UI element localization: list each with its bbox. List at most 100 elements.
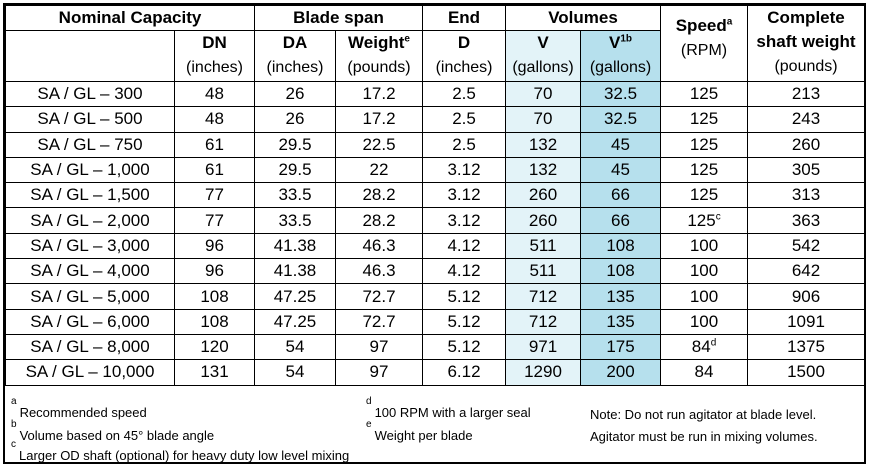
- v-cell-value: 511: [529, 261, 557, 281]
- weight-cell-value: 17.2: [362, 109, 396, 129]
- weight-cell: 22: [334, 156, 424, 184]
- dn-cell-value: 48: [205, 109, 224, 129]
- da-cell: 47.25: [254, 308, 336, 335]
- capacity-cell: SA / GL – 1,500: [5, 182, 175, 209]
- table-row: SA / GL – 5,000 108 47.25 72.7 5.12 712 135 100…: [5, 283, 864, 310]
- weight-cell-value: 28.2: [362, 185, 396, 205]
- dn-cell-value: 96: [205, 261, 224, 281]
- v-cell: 1290: [505, 359, 582, 386]
- footnote-c: cLarger OD shaft (optional) for heavy du…: [11, 440, 349, 463]
- v-cell-value: 70: [533, 109, 553, 129]
- speed-cell-value: 100: [689, 261, 719, 281]
- dn-cell: 61: [174, 131, 255, 158]
- shaft-weight-cell-value: 260: [791, 134, 821, 154]
- speed-cell-value: 125: [687, 210, 716, 230]
- shaft-weight-cell: 305: [747, 156, 864, 184]
- speed-cell: 100: [660, 308, 749, 335]
- v1-cell-value: 45: [611, 160, 630, 180]
- capacity-cell: SA / GL – 5,000: [5, 283, 175, 310]
- d-cell: 4.12: [422, 232, 507, 260]
- footnote-b-mark: b: [11, 419, 17, 430]
- dn-cell-value: 77: [205, 185, 224, 205]
- header-speed-label: Speed: [675, 16, 727, 35]
- d-cell: 6.12: [422, 359, 507, 386]
- shaft-weight-cell-value: 542: [791, 235, 821, 255]
- d-cell-value: 5.12: [447, 311, 481, 331]
- d-cell-value: 3.12: [447, 160, 481, 180]
- header-speed-unit: (RPM): [680, 42, 728, 59]
- d-cell-value: 2.5: [452, 84, 476, 104]
- capacity-cell: SA / GL – 8,000: [5, 333, 175, 361]
- header-weight-unit: (pounds): [334, 55, 424, 82]
- da-cell-value: 41.38: [273, 261, 317, 281]
- da-cell-value: 26: [285, 109, 305, 129]
- header-volumes: Volumes: [505, 5, 662, 31]
- d-cell-value: 6.12: [447, 362, 481, 382]
- table-row: SA / GL – 1,000 61 29.5 22 3.12 132 45 125 305: [5, 156, 864, 184]
- da-cell: 41.38: [254, 258, 336, 285]
- capacity-cell-value: SA / GL – 4,000: [30, 261, 150, 281]
- speed-cell: 125c: [660, 207, 749, 234]
- dn-cell: 96: [174, 258, 255, 285]
- da-cell: 29.5: [254, 156, 336, 184]
- speed-cell: 100: [660, 232, 749, 260]
- shaft-weight-cell: 260: [747, 131, 864, 158]
- da-cell-value: 29.5: [278, 160, 312, 180]
- d-cell-value: 3.12: [447, 210, 481, 230]
- d-cell-value: 5.12: [447, 286, 481, 306]
- shaft-weight-cell: 313: [747, 182, 864, 209]
- da-cell-value: 29.5: [278, 134, 312, 154]
- v-cell: 260: [505, 207, 582, 234]
- capacity-cell: SA / GL – 10,000: [5, 359, 175, 386]
- header-v1: V1b: [580, 30, 662, 55]
- shaft-weight-cell-value: 1500: [787, 362, 825, 382]
- speed-cell-value: 100: [689, 311, 719, 331]
- header-v1-unit: (gallons): [580, 55, 662, 82]
- v-cell: 260: [505, 182, 582, 209]
- weight-cell-value: 97: [369, 362, 389, 382]
- footnote-c-mark: c: [11, 439, 16, 450]
- capacity-cell: SA / GL – 4,000: [5, 258, 175, 285]
- v1-cell-value: 135: [606, 311, 635, 331]
- header-capacity-blank: [5, 30, 175, 55]
- table-row: SA / GL – 6,000 108 47.25 72.7 5.12 712 135 100…: [5, 308, 864, 335]
- table-body: SA / GL – 300 48 26 17.2 2.5 70 32.5 125 213 SA /…: [5, 80, 864, 386]
- dn-cell-value: 131: [200, 362, 229, 382]
- speed-cell-value: 125: [689, 160, 719, 180]
- v1-cell-value: 108: [606, 235, 635, 255]
- shaft-weight-cell: 906: [747, 283, 864, 310]
- v-cell-value: 260: [528, 210, 558, 230]
- header-speed: Speeda (RPM): [660, 5, 749, 82]
- speed-cell-value: 125: [689, 134, 719, 154]
- da-cell: 26: [254, 80, 336, 108]
- v-cell-value: 1290: [524, 362, 562, 382]
- v1-cell: 66: [580, 207, 662, 234]
- da-cell: 54: [254, 333, 336, 361]
- dn-cell: 61: [174, 156, 255, 184]
- v1-cell: 32.5: [580, 106, 662, 133]
- d-cell: 3.12: [422, 156, 507, 184]
- v1-cell: 45: [580, 131, 662, 158]
- weight-cell-value: 28.2: [362, 210, 396, 230]
- footnote-d-text: 100 RPM with a larger seal: [374, 405, 531, 420]
- shaft-weight-cell-value: 313: [791, 185, 821, 205]
- speed-cell: 100: [660, 258, 749, 285]
- header-blade-span: Blade span: [253, 5, 424, 31]
- v1-cell: 66: [580, 182, 662, 209]
- weight-cell: 46.3: [334, 232, 424, 260]
- header-v1-footnote-mark: 1b: [620, 33, 633, 45]
- capacity-cell: SA / GL – 300: [5, 80, 175, 108]
- shaft-weight-cell: 542: [747, 232, 864, 260]
- footnote-d: d100 RPM with a larger seal: [366, 397, 531, 421]
- dn-cell: 48: [174, 80, 255, 108]
- weight-cell-value: 46.3: [362, 235, 396, 255]
- capacity-cell-value: SA / GL – 500: [37, 109, 143, 129]
- dn-cell-value: 48: [205, 84, 224, 104]
- spec-table-frame: Nominal Capacity Blade span End Volumes …: [3, 3, 866, 464]
- d-cell-value: 3.12: [447, 185, 481, 205]
- v1-cell: 200: [580, 359, 662, 386]
- dn-cell-value: 96: [205, 235, 224, 255]
- da-cell-value: 26: [285, 84, 305, 104]
- table-row: SA / GL – 3,000 96 41.38 46.3 4.12 511 108 100 5…: [5, 232, 864, 260]
- da-cell: 26: [254, 106, 336, 133]
